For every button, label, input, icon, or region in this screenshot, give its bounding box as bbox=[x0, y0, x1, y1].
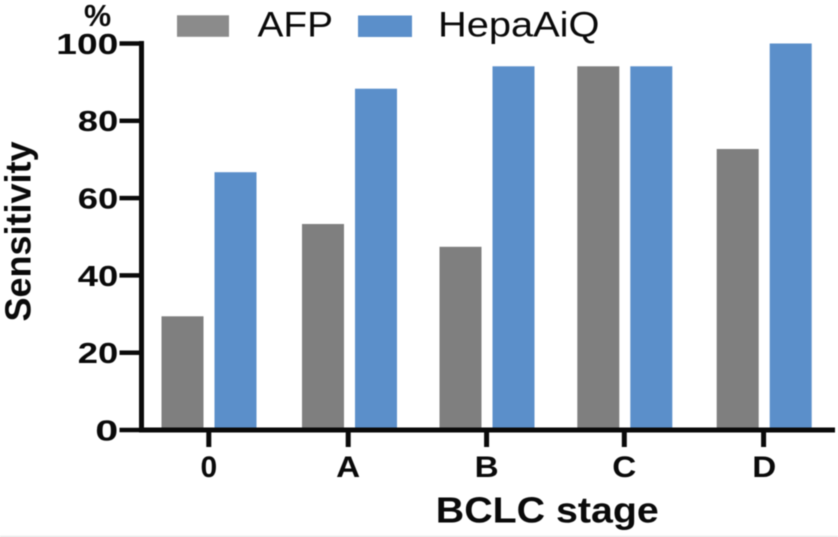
svg-text:0: 0 bbox=[200, 451, 217, 484]
svg-text:20: 20 bbox=[78, 338, 119, 370]
svg-text:40: 40 bbox=[78, 261, 119, 293]
svg-text:A: A bbox=[336, 451, 360, 484]
svg-text:80: 80 bbox=[78, 106, 119, 138]
svg-text:HepaAiQ: HepaAiQ bbox=[438, 5, 600, 44]
svg-text:BCLC stage: BCLC stage bbox=[436, 490, 659, 531]
svg-text:AFP: AFP bbox=[258, 5, 334, 44]
svg-text:B: B bbox=[475, 451, 499, 484]
svg-text:%: % bbox=[84, 0, 111, 33]
svg-text:60: 60 bbox=[78, 184, 119, 216]
svg-text:D: D bbox=[752, 451, 776, 484]
svg-text:Sensitivity: Sensitivity bbox=[0, 142, 39, 322]
svg-text:C: C bbox=[612, 451, 636, 484]
svg-text:0: 0 bbox=[95, 415, 118, 447]
svg-text:100: 100 bbox=[56, 29, 118, 61]
